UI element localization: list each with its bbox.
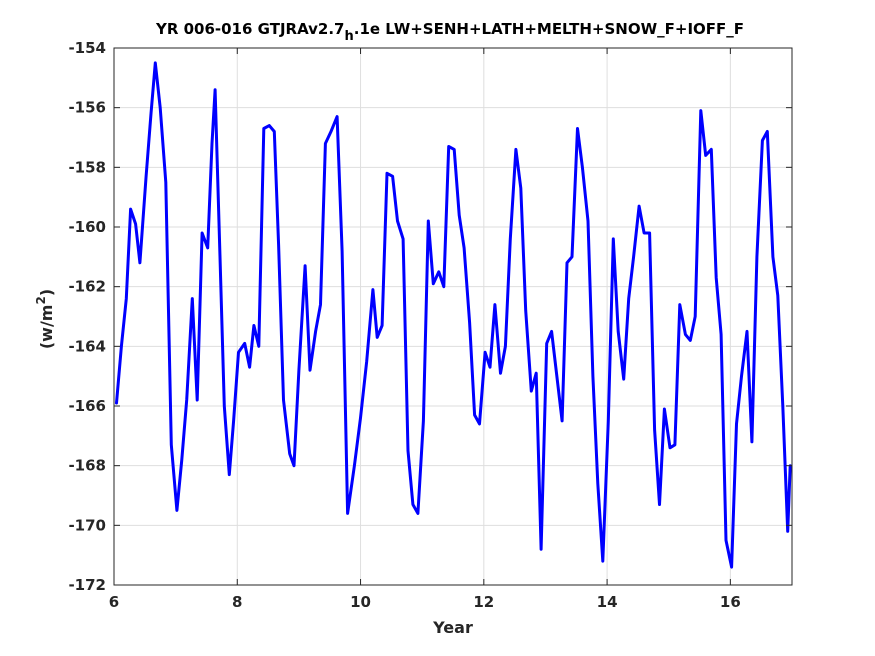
x-tick-label: 12 xyxy=(473,593,494,611)
x-tick-label: 14 xyxy=(597,593,618,611)
x-tick-label: 6 xyxy=(109,593,119,611)
chart-title: YR 006-016 GTJRAv2.7h.1e LW+SENH+LATH+ME… xyxy=(155,20,744,44)
y-axis-label: (w/m2) xyxy=(34,289,56,349)
y-tick-label: -162 xyxy=(68,278,106,296)
series-line xyxy=(115,61,792,569)
y-tick-label: -166 xyxy=(68,397,106,415)
x-tick-label: 10 xyxy=(350,593,371,611)
y-tick-label: -164 xyxy=(68,337,106,355)
axes-box xyxy=(113,47,793,586)
y-tick-label: -156 xyxy=(68,99,106,117)
y-tick-label: -170 xyxy=(68,516,106,534)
x-tick-label: 8 xyxy=(232,593,242,611)
grid xyxy=(114,48,792,585)
y-tick-label: -154 xyxy=(68,39,106,57)
y-tick-label: -160 xyxy=(68,218,106,236)
x-tick-label: 16 xyxy=(720,593,741,611)
y-tick-label: -158 xyxy=(68,158,106,176)
y-tick-label: -172 xyxy=(68,576,106,594)
series-layer xyxy=(115,61,792,569)
y-axis-label-main: (w/m xyxy=(37,305,56,350)
x-axis-label: Year xyxy=(432,618,473,637)
y-tick-label: -168 xyxy=(68,457,106,475)
chart-title-main: YR 006-016 GTJRAv2.7 xyxy=(155,20,345,38)
y-axis-label-close: ) xyxy=(37,289,56,296)
y-axis-label-superscript: 2 xyxy=(34,296,48,304)
chart-title-subscript: h xyxy=(345,29,354,44)
ticks: 6 8 10 12 14 16 -172 -170 -168 -166 -164 -162 -160 -1… xyxy=(68,39,792,611)
chart-title-rest: .1e LW+SENH+LATH+MELTH+SNOW_F+IOFF_F xyxy=(354,20,744,38)
